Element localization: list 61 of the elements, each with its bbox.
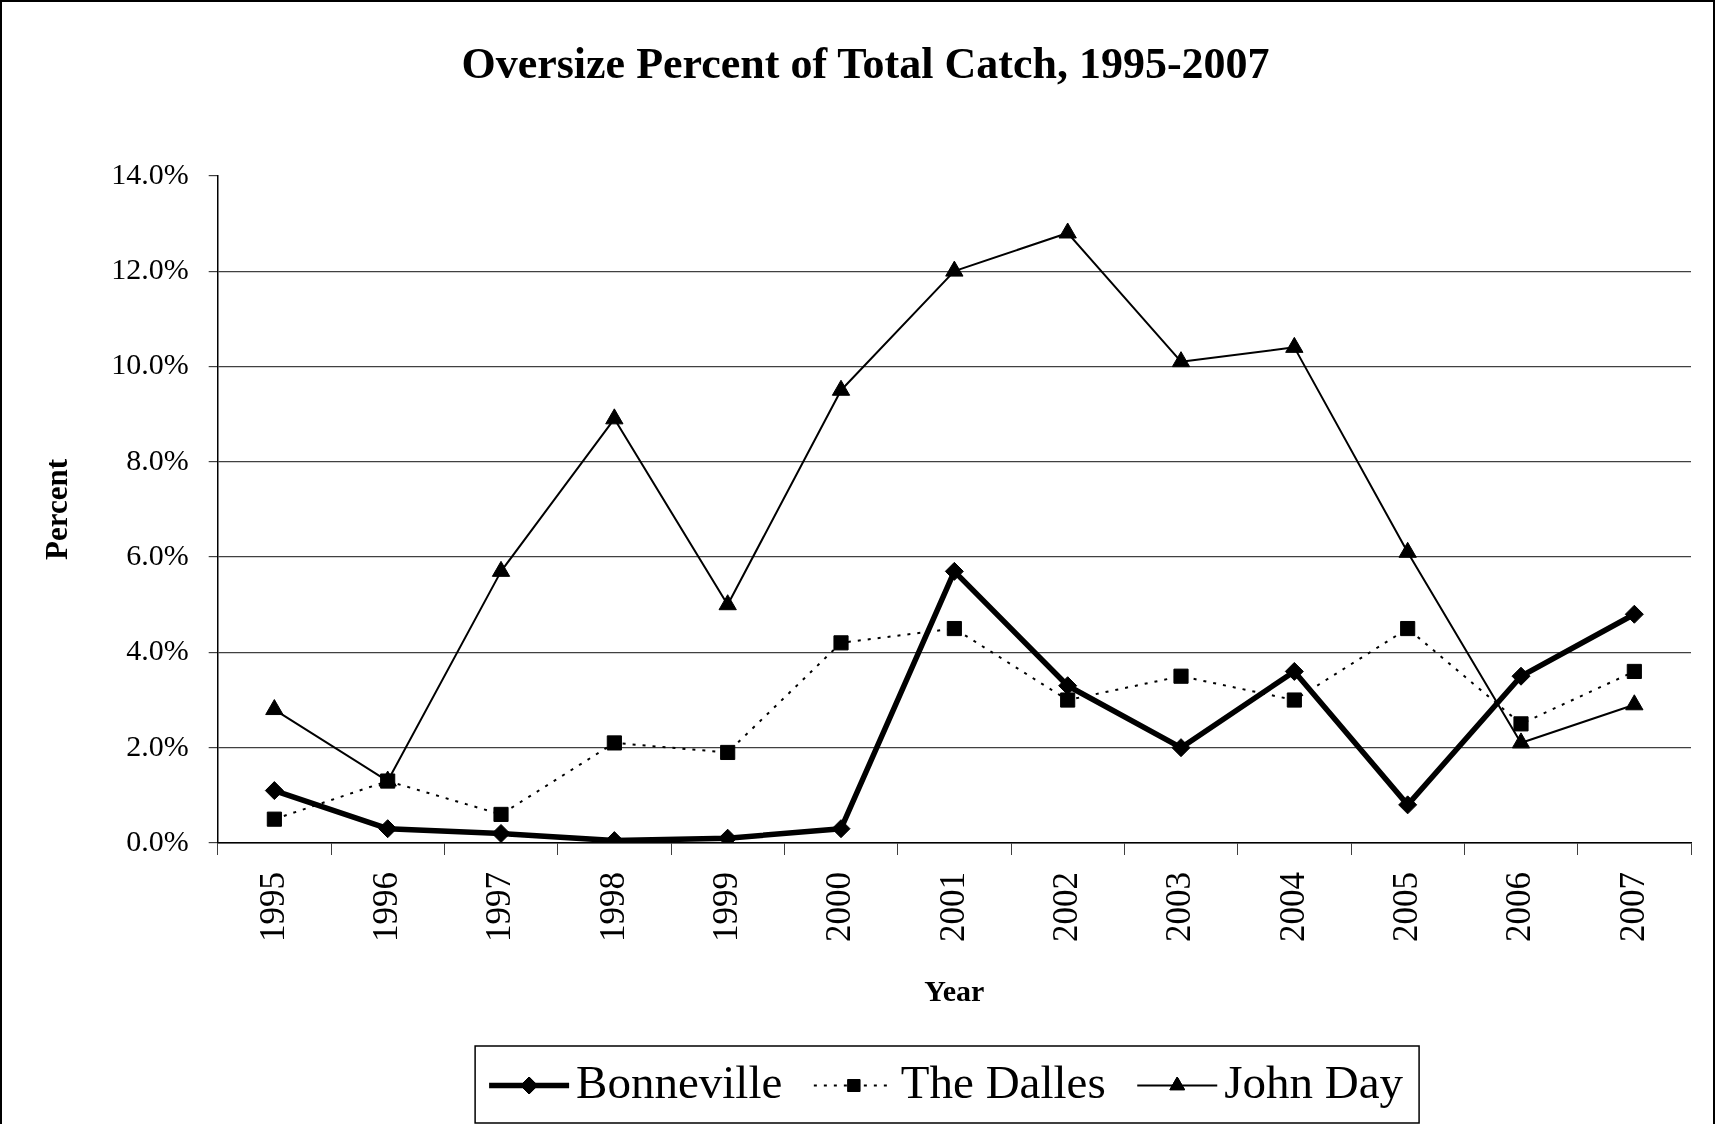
- x-tick-label: 1995: [252, 872, 292, 942]
- y-tick-label: 0.0%: [126, 823, 189, 857]
- x-tick-label: 2001: [932, 872, 972, 942]
- y-tick-label: 10.0%: [111, 347, 189, 381]
- point: [264, 781, 284, 801]
- x-tick-label: 2005: [1385, 872, 1425, 942]
- point: [831, 819, 851, 839]
- point: [833, 635, 849, 651]
- point: [491, 823, 511, 843]
- point: [1398, 795, 1418, 815]
- point: [1400, 620, 1416, 637]
- x-tick-label: 1998: [592, 872, 632, 942]
- x-tick-label: 2004: [1272, 872, 1312, 942]
- point: [378, 819, 398, 839]
- point: [1284, 661, 1304, 681]
- point: [1060, 692, 1076, 708]
- point: [946, 620, 962, 637]
- point: [606, 735, 622, 751]
- y-tick-label: 4.0%: [126, 633, 189, 667]
- y-tick-label: 14.0%: [111, 156, 189, 190]
- point: [1625, 694, 1644, 711]
- point: [491, 560, 511, 577]
- point: [945, 260, 964, 277]
- x-tick-label: 2002: [1045, 872, 1085, 942]
- point: [1285, 336, 1304, 353]
- point: [605, 408, 624, 425]
- point: [1624, 604, 1644, 624]
- point: [1058, 676, 1078, 696]
- x-tick-label: 1996: [365, 872, 405, 942]
- point: [944, 561, 964, 581]
- point: [1513, 716, 1529, 732]
- chart-title: Oversize Percent of Total Catch, 1995-2007: [461, 38, 1270, 88]
- x-tick-label: 2007: [1612, 872, 1652, 942]
- legend-label: John Day: [1224, 1055, 1404, 1108]
- point: [1511, 666, 1531, 686]
- x-tick-label: 2006: [1499, 872, 1539, 942]
- x-tick-label: 2000: [819, 872, 859, 942]
- point: [266, 811, 282, 827]
- point: [831, 379, 851, 396]
- point: [1626, 663, 1642, 680]
- point: [720, 744, 736, 761]
- y-axis-title: Percent: [38, 458, 74, 560]
- point: [1173, 668, 1189, 684]
- legend-label: Bonneville: [576, 1055, 783, 1108]
- y-tick-label: 2.0%: [126, 728, 189, 762]
- x-tick-label: 1997: [479, 872, 519, 942]
- point: [1398, 541, 1417, 558]
- point: [1286, 692, 1302, 708]
- point: [1058, 222, 1077, 239]
- y-tick-label: 6.0%: [126, 537, 189, 571]
- point: [718, 594, 737, 611]
- y-tick-label: 12.0%: [111, 251, 189, 285]
- point: [1171, 738, 1191, 758]
- y-tick-label: 8.0%: [126, 442, 189, 476]
- x-tick-label: 2003: [1159, 872, 1199, 942]
- point: [1171, 351, 1191, 368]
- legend-label: The Dalles: [900, 1055, 1106, 1108]
- point: [493, 806, 509, 822]
- x-tick-label: 1999: [705, 872, 745, 942]
- x-axis-title: Year: [924, 973, 985, 1007]
- point: [265, 699, 284, 716]
